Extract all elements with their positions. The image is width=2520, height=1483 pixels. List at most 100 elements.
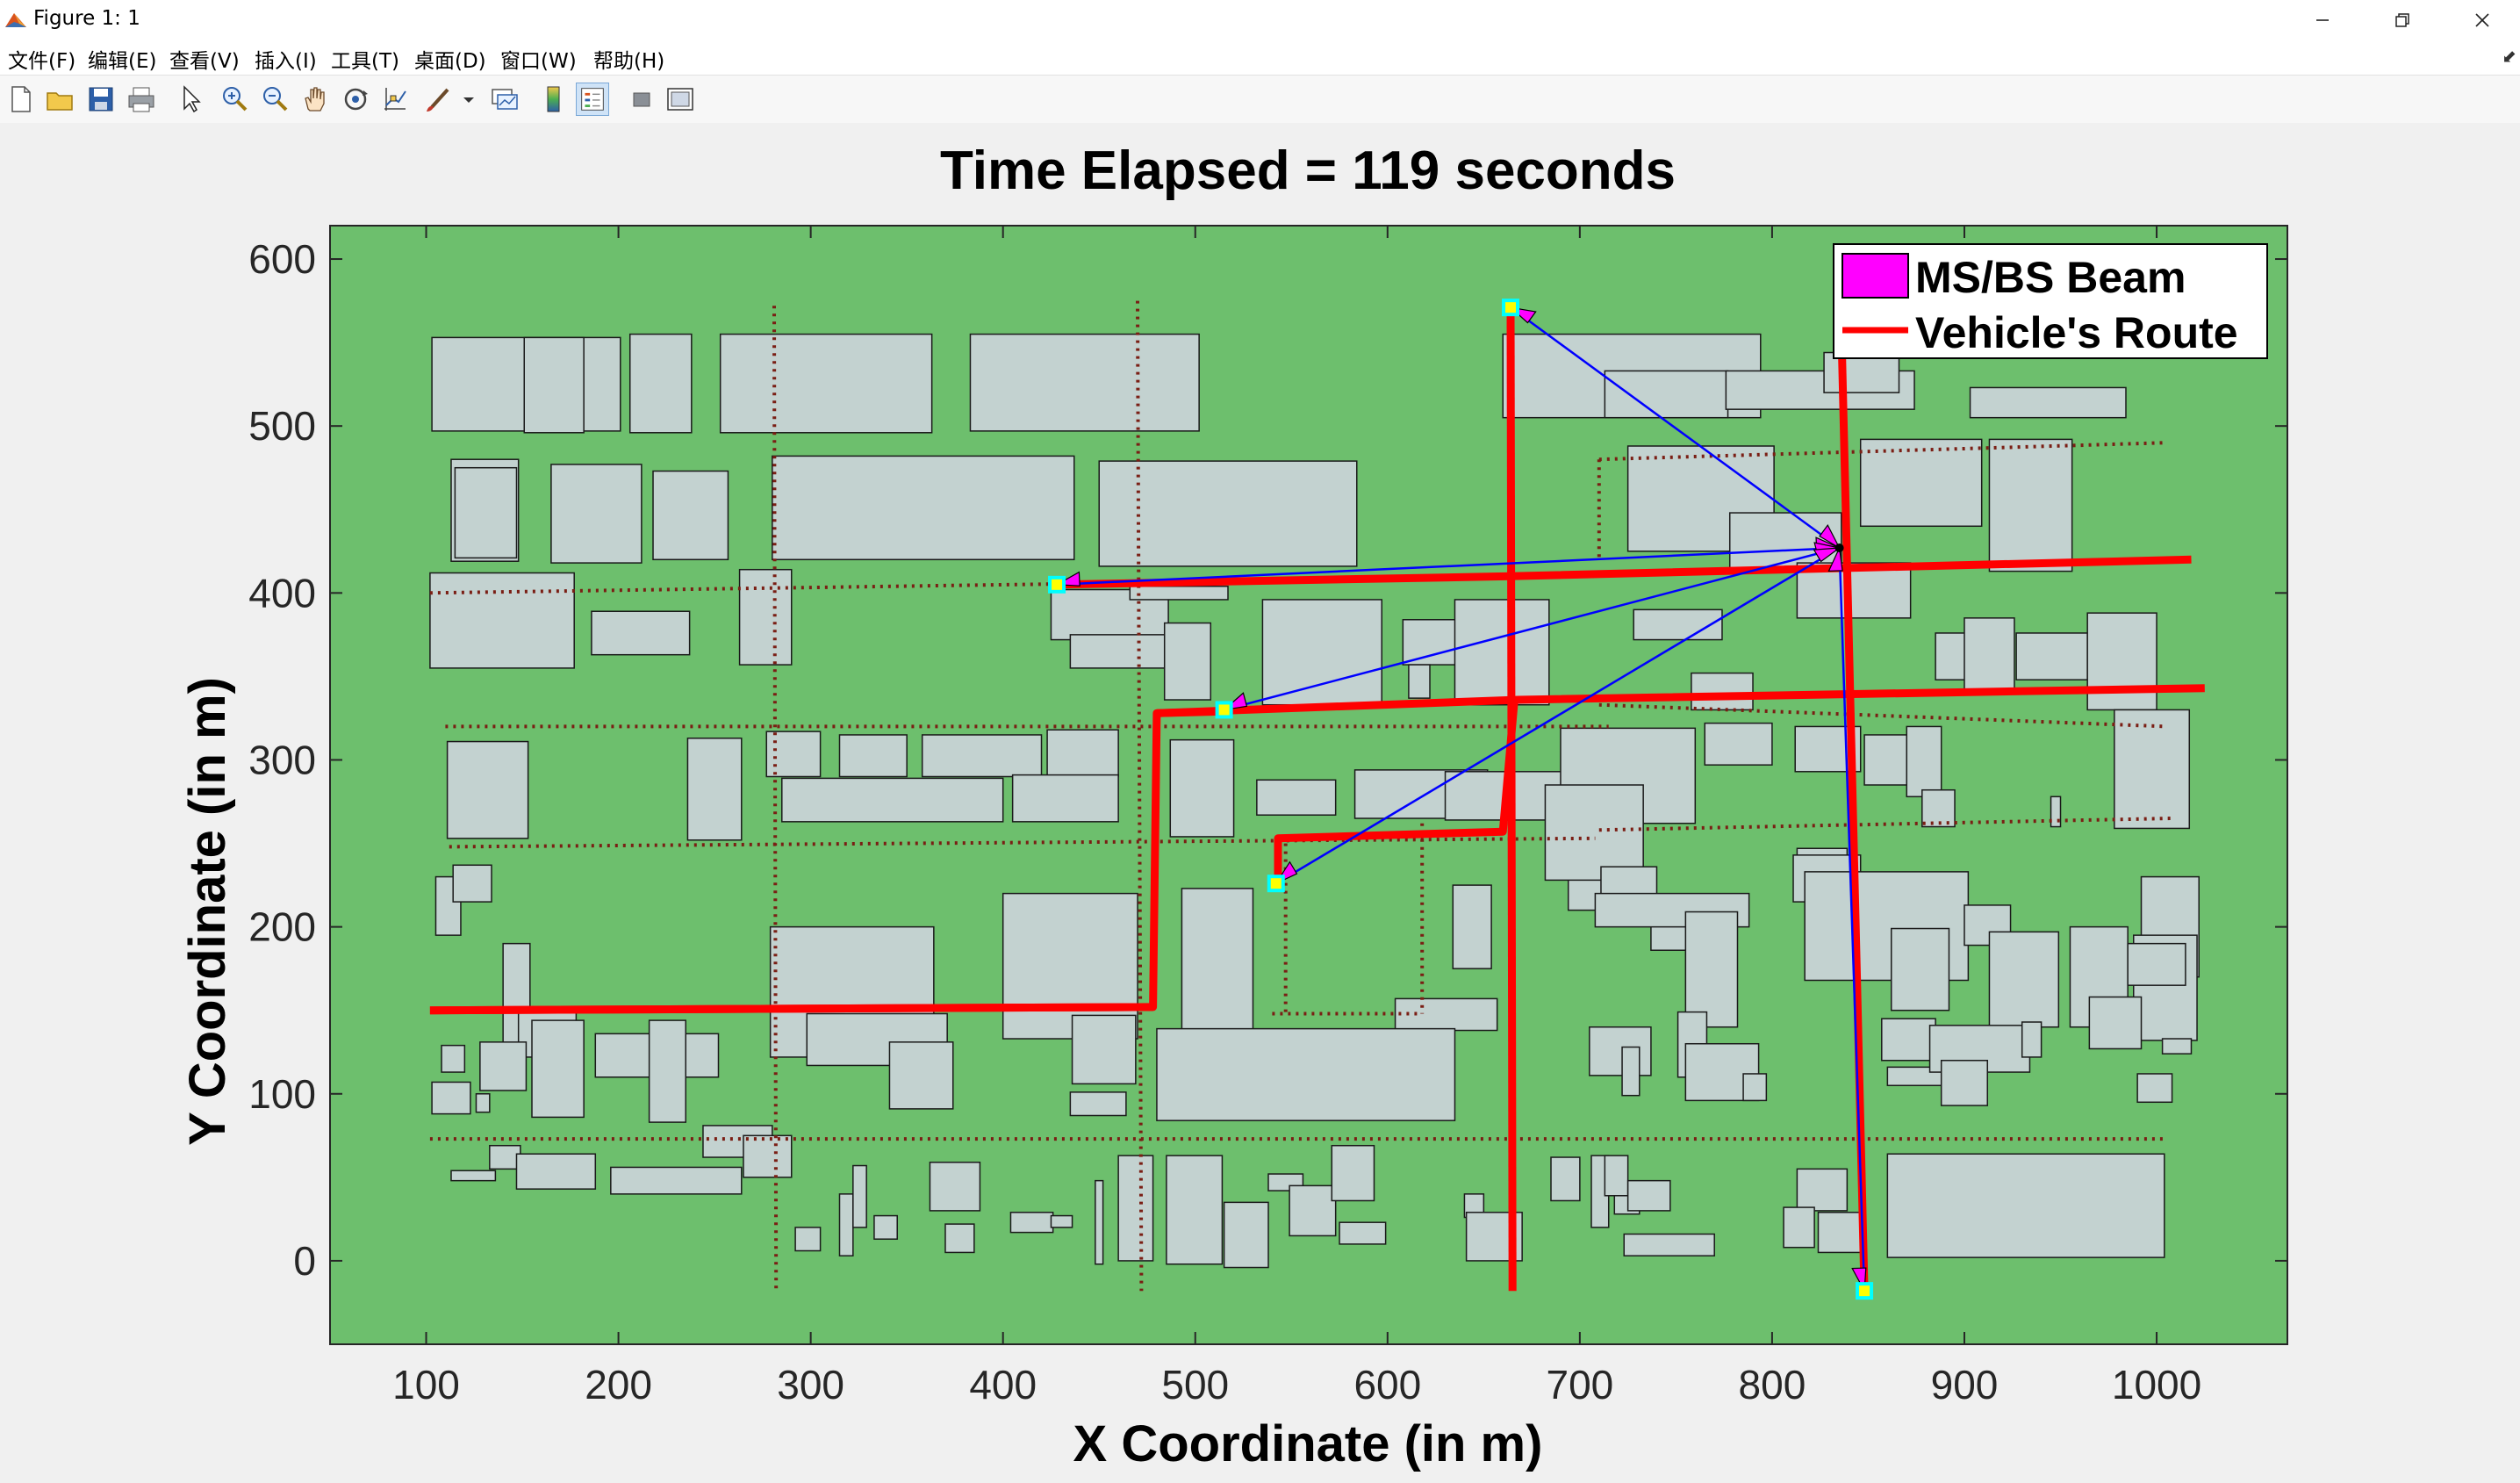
building	[591, 610, 691, 656]
building	[1859, 438, 1983, 528]
building	[873, 1214, 898, 1240]
building	[1050, 1214, 1073, 1228]
building	[1633, 608, 1723, 641]
hide-plot-tools-icon[interactable]	[625, 83, 658, 116]
link-plot-icon[interactable]	[488, 83, 521, 116]
building	[1886, 1153, 2165, 1258]
building	[1071, 1014, 1137, 1085]
building	[1098, 460, 1358, 567]
building	[652, 470, 729, 561]
menu-view[interactable]: 查看(V)	[169, 50, 240, 73]
rotate-3d-icon[interactable]	[339, 83, 372, 116]
building	[1906, 725, 1942, 798]
building	[838, 734, 908, 778]
building	[1331, 1144, 1375, 1202]
building	[1742, 1073, 1768, 1102]
building	[1156, 1027, 1456, 1121]
building	[781, 777, 1004, 823]
building	[1921, 788, 1956, 828]
building	[2050, 795, 2062, 828]
new-figure-icon[interactable]	[4, 83, 37, 116]
print-icon[interactable]	[125, 83, 158, 116]
close-button[interactable]	[2443, 0, 2520, 40]
building	[1704, 722, 1773, 766]
menu-file[interactable]: 文件(F)	[8, 50, 76, 73]
building	[1589, 1026, 1652, 1076]
show-plot-tools-icon[interactable]	[664, 83, 697, 116]
building	[1163, 622, 1212, 701]
x-tick-label: 100	[392, 1362, 460, 1407]
bs-beam	[1813, 547, 1842, 563]
menu-desktop[interactable]: 桌面(D)	[414, 50, 486, 73]
y-tick-label: 600	[248, 236, 316, 282]
building	[1402, 619, 1463, 666]
building	[610, 1166, 743, 1195]
open-file-icon[interactable]	[44, 83, 77, 116]
building	[1166, 1155, 1224, 1265]
building	[1728, 512, 1842, 569]
x-axis-label: X Coordinate (in m)	[1073, 1415, 1543, 1472]
building	[1684, 911, 1739, 1028]
menu-window[interactable]: 窗口(W)	[500, 50, 577, 73]
axes[interactable]: 100 200 300 400 500 600 700 800 900 1000 0 100 200 30…	[248, 225, 2288, 1407]
building	[1261, 599, 1382, 706]
building	[1069, 634, 1175, 669]
building	[2015, 632, 2088, 680]
building	[1964, 617, 2015, 695]
select-arrow-icon[interactable]	[174, 83, 207, 116]
data-cursor-icon[interactable]	[379, 83, 413, 116]
brush-icon[interactable]	[421, 83, 455, 116]
minimize-button[interactable]	[2283, 0, 2362, 40]
building	[1117, 1155, 1154, 1262]
legend[interactable]: MS/BS Beam Vehicle's Route	[1833, 243, 2268, 359]
building	[1169, 738, 1235, 838]
building	[2161, 1038, 2193, 1055]
bs-beam	[1819, 524, 1842, 550]
brush-dropdown-icon[interactable]	[460, 83, 477, 116]
x-tick-label: 400	[969, 1362, 1037, 1407]
building	[550, 464, 643, 564]
menu-insert[interactable]: 插入(I)	[255, 50, 317, 73]
building	[1095, 1179, 1104, 1265]
zoom-in-icon[interactable]	[218, 83, 251, 116]
vehicle-marker	[1856, 1282, 1874, 1300]
save-icon[interactable]	[84, 83, 118, 116]
building	[1544, 784, 1644, 882]
legend-icon[interactable]	[576, 83, 609, 116]
vehicle-marker	[1048, 575, 1066, 594]
legend-beam-swatch	[1842, 253, 1909, 299]
vehicle-route	[1837, 325, 1869, 1292]
building	[1046, 729, 1119, 778]
building	[1881, 1018, 1936, 1062]
building	[1691, 672, 1754, 711]
close-icon	[2475, 12, 2489, 27]
building	[944, 1223, 975, 1254]
building	[1623, 1233, 1715, 1256]
building	[1890, 927, 1950, 1011]
menu-edit[interactable]: 编辑(E)	[88, 50, 157, 73]
pan-hand-icon[interactable]	[298, 83, 332, 116]
building	[1339, 1221, 1387, 1245]
building	[1394, 997, 1498, 1032]
building	[1002, 892, 1138, 1040]
menubar-overflow-icon[interactable]: ⬋	[2502, 46, 2516, 67]
building	[628, 333, 693, 434]
minimize-icon	[2316, 18, 2329, 21]
x-tick-label: 800	[1739, 1362, 1806, 1407]
dotted-path	[772, 306, 779, 1292]
y-tick-label: 0	[293, 1238, 316, 1284]
vehicle-route	[429, 1003, 1153, 1015]
building	[1069, 1091, 1127, 1117]
building	[2136, 1073, 2173, 1104]
zoom-out-icon[interactable]	[258, 83, 291, 116]
legend-beam-label: MS/BS Beam	[1915, 253, 2186, 302]
building	[1863, 734, 1908, 786]
restore-button[interactable]	[2363, 0, 2442, 40]
building	[648, 1019, 687, 1123]
menu-tools[interactable]: 工具(T)	[331, 50, 399, 73]
colorbar-icon[interactable]	[537, 83, 571, 116]
x-tick-label: 300	[777, 1362, 844, 1407]
y-tick-label: 300	[248, 737, 316, 782]
menu-help[interactable]: 帮助(H)	[593, 50, 665, 73]
vehicle-marker	[1215, 701, 1233, 719]
